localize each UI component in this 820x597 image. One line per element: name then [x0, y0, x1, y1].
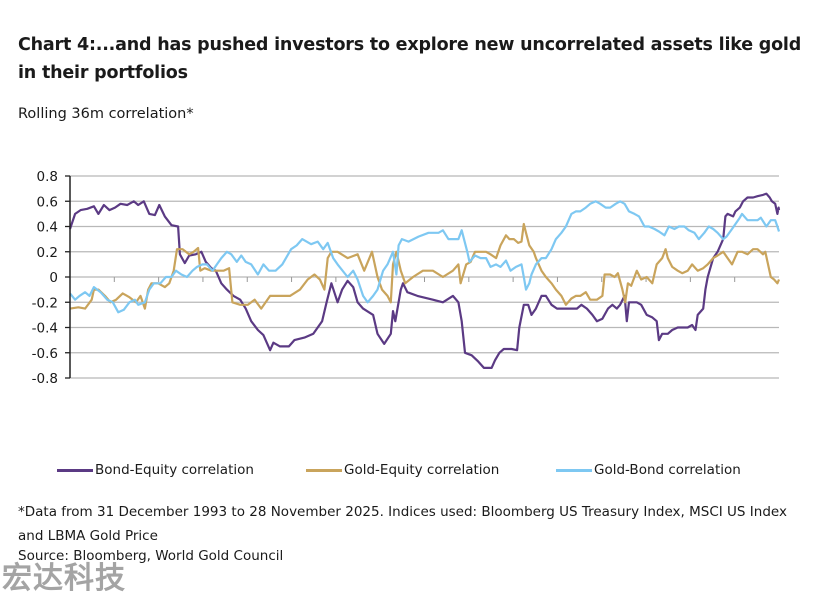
legend-item-gold-bond: Gold-Bond correlation [556, 462, 741, 478]
legend-swatch-gold-equity [306, 468, 342, 472]
y-axis-ticks: 0.8 0.6 0.4 0.2 0 -0.2 -0.4 -0.6 -0.8 [32, 169, 70, 387]
y-tick-label: 0.4 [37, 220, 58, 236]
watermark: 宏达科技 [2, 561, 126, 596]
chart-title: Chart 4:...and has pushed investors to e… [18, 35, 802, 83]
legend: Bond-Equity correlation Gold-Equity corr… [0, 462, 820, 484]
chart-subtitle: Rolling 36m correlation* [18, 106, 194, 122]
legend-label: Gold-Equity correlation [344, 462, 500, 478]
y-tick-label: 0.6 [37, 194, 58, 210]
line-chart: 0.8 0.6 0.4 0.2 0 -0.2 -0.4 -0.6 -0.8 Dec93Dec95… [32, 169, 781, 387]
y-tick-label: 0 [49, 270, 58, 286]
y-tick-label: -0.8 [32, 371, 58, 387]
series-lines [68, 192, 781, 369]
legend-item-bond-equity: Bond-Equity correlation [57, 462, 254, 478]
y-tick-label: -0.2 [32, 295, 58, 311]
y-tick-label: 0.2 [37, 245, 58, 261]
legend-swatch-bond-equity [57, 468, 93, 472]
y-tick-label: -0.6 [32, 346, 58, 362]
series-line-gold-equity-correlation [69, 222, 781, 310]
source-note: Source: Bloomberg, World Gold Council [18, 548, 284, 564]
legend-label: Gold-Bond correlation [594, 462, 741, 478]
y-tick-label: -0.4 [32, 321, 58, 337]
series-line-bond-equity-correlation [68, 192, 781, 369]
x-axis-ticks: Dec93Dec95Dec97Dec99Dec01Dec03Dec05Dec07… [69, 277, 736, 282]
legend-item-gold-equity: Gold-Equity correlation [306, 462, 499, 478]
y-tick-label: 0.8 [37, 169, 58, 185]
legend-swatch-gold-bond [556, 468, 592, 472]
series-line-gold-bond-correlation [69, 200, 781, 314]
footnote: *Data from 31 December 1993 to 28 Novemb… [18, 504, 787, 544]
legend-label: Bond-Equity correlation [95, 462, 254, 478]
